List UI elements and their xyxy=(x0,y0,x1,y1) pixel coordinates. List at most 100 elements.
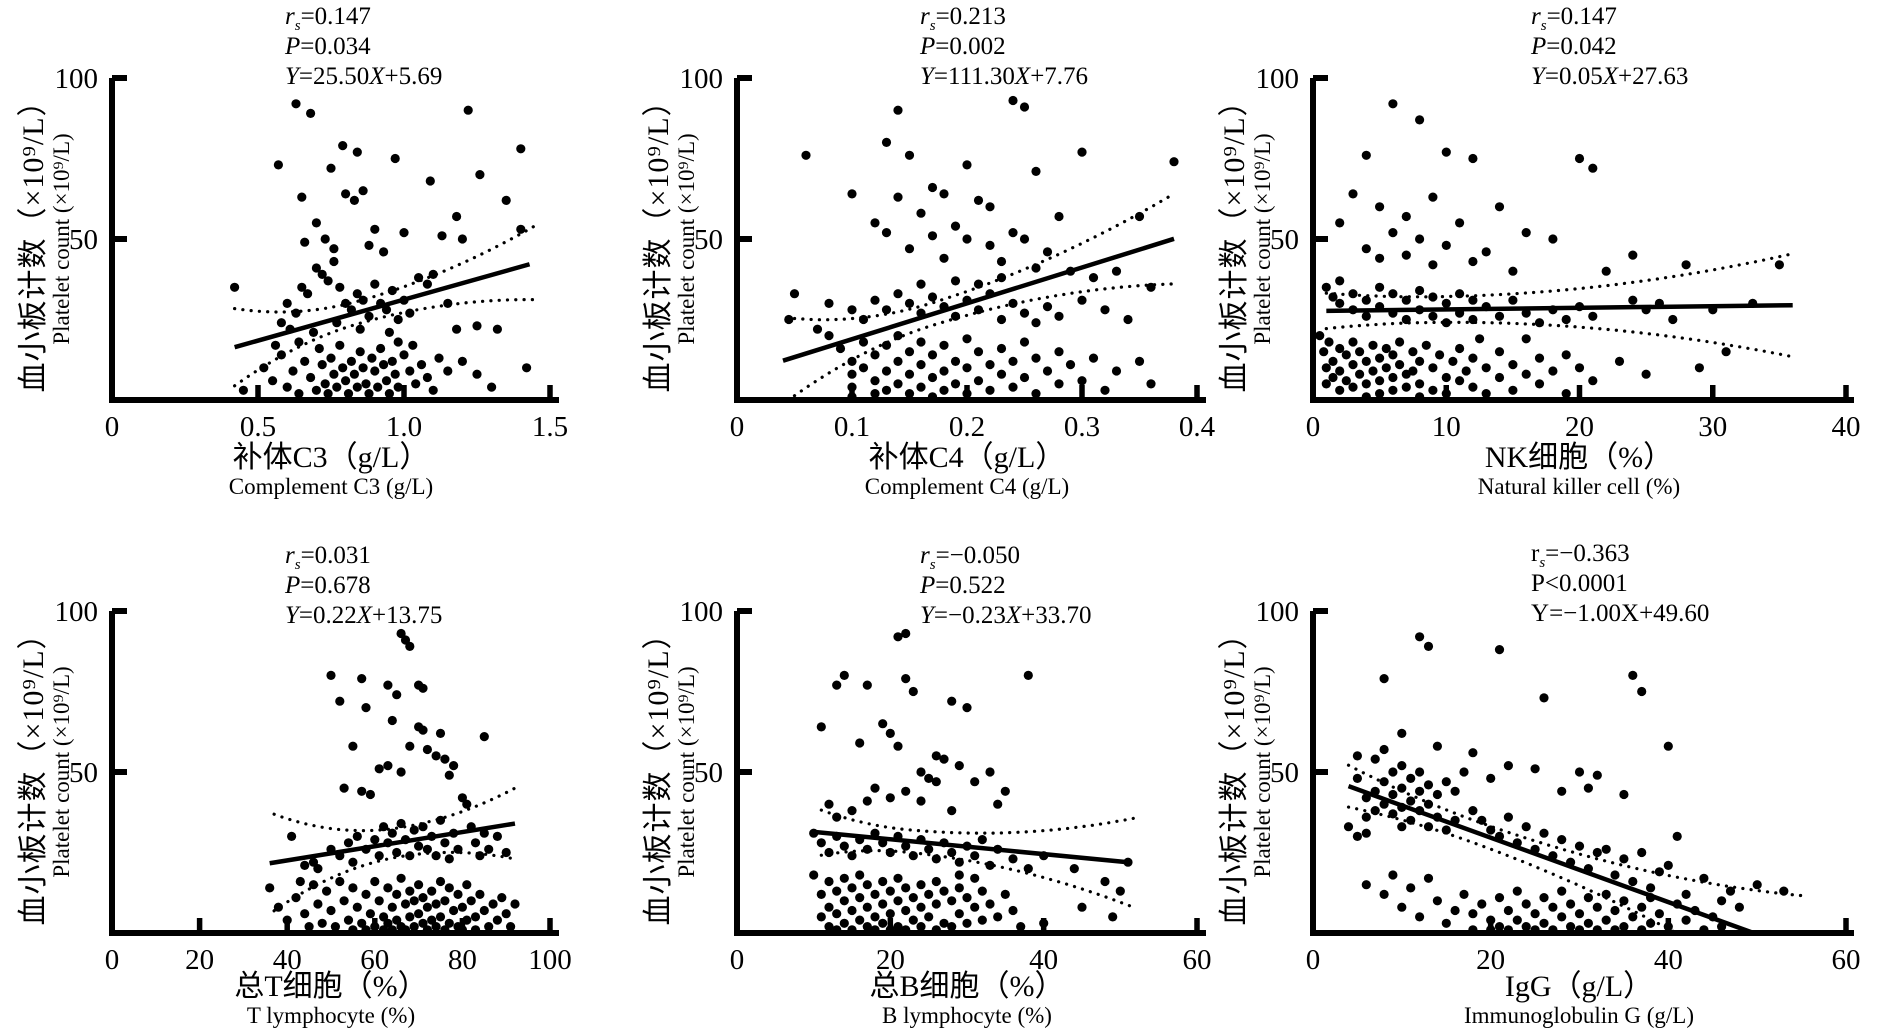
stats-annotation: rs=0.213 P=0.002 Y=111.30X+7.76 xyxy=(920,2,1088,92)
data-point xyxy=(916,835,926,845)
data-point xyxy=(291,893,301,903)
data-point xyxy=(916,902,926,912)
data-point xyxy=(475,889,485,899)
data-point xyxy=(1468,256,1478,267)
x-axis-label-en: B lymphocyte (%) xyxy=(882,1003,1052,1028)
data-point xyxy=(1441,777,1451,787)
data-point xyxy=(487,382,497,392)
rs-line: rs=0.213 xyxy=(920,3,1006,34)
data-point xyxy=(1534,318,1545,328)
data-point xyxy=(878,876,888,887)
data-point xyxy=(881,340,892,350)
data-point xyxy=(1468,748,1478,758)
data-point xyxy=(1583,893,1593,903)
data-point xyxy=(1672,831,1682,841)
data-point xyxy=(393,382,403,392)
data-point xyxy=(285,324,295,334)
data-point xyxy=(1475,334,1485,344)
data-point xyxy=(343,915,354,925)
data-point xyxy=(437,231,447,241)
data-point xyxy=(352,831,362,841)
data-point xyxy=(950,311,961,321)
data-point xyxy=(393,314,403,325)
data-point xyxy=(348,741,358,751)
data-point xyxy=(418,893,428,903)
data-point xyxy=(939,253,949,263)
data-point xyxy=(352,902,362,912)
data-point xyxy=(870,828,880,838)
data-point xyxy=(1566,857,1576,867)
data-point xyxy=(1341,376,1351,386)
data-point xyxy=(1637,847,1647,858)
data-point xyxy=(893,896,903,906)
data-point xyxy=(358,186,368,196)
data-point xyxy=(824,331,834,341)
data-point xyxy=(1574,302,1585,312)
data-point xyxy=(479,732,489,742)
data-point xyxy=(1459,889,1469,899)
data-point xyxy=(1561,314,1571,325)
data-point xyxy=(881,137,892,147)
data-point xyxy=(440,754,450,764)
data-point xyxy=(326,905,336,916)
data-point xyxy=(443,366,453,376)
x-tick-label: 30 xyxy=(1698,411,1727,443)
data-point xyxy=(338,363,348,373)
panel-t-lymphocyte: rs=0.031 P=0.678 Y=0.22X+13.75 血小板计数（×10… xyxy=(0,517,629,1034)
data-point xyxy=(453,844,463,854)
data-point xyxy=(855,893,865,903)
data-point xyxy=(317,360,327,370)
data-point xyxy=(908,915,918,925)
data-point xyxy=(1361,379,1371,389)
axes xyxy=(109,611,559,936)
data-point xyxy=(268,376,278,386)
data-point xyxy=(1123,857,1133,867)
data-point xyxy=(1512,886,1522,896)
data-point xyxy=(506,922,516,930)
x-tick-label: 60 xyxy=(1183,944,1212,976)
y-tick-label: 50 xyxy=(694,224,723,256)
data-point xyxy=(1039,851,1049,861)
data-point xyxy=(1343,822,1354,832)
data-point xyxy=(1328,356,1338,366)
x-axis-label-cn: IgG（g/L） xyxy=(1504,970,1654,1003)
x-tick-label: 0 xyxy=(1306,944,1321,976)
data-point xyxy=(1408,347,1418,357)
x-axis-label-cn: 补体C3（g/L） xyxy=(232,441,430,474)
data-point xyxy=(1521,369,1531,379)
data-point xyxy=(1375,202,1385,212)
plot-contents xyxy=(809,628,1138,930)
data-point xyxy=(472,321,482,331)
data-point xyxy=(323,389,333,397)
data-point xyxy=(904,369,915,379)
data-point xyxy=(501,195,511,205)
data-point xyxy=(335,876,345,887)
data-point xyxy=(916,337,926,347)
data-point xyxy=(1628,250,1638,260)
data-point xyxy=(870,925,880,930)
data-point xyxy=(1370,754,1380,764)
data-point xyxy=(1375,302,1385,312)
data-point xyxy=(1748,298,1758,308)
data-point xyxy=(1628,876,1638,887)
data-point xyxy=(381,376,392,386)
data-point xyxy=(1477,815,1487,825)
data-point xyxy=(954,761,964,771)
data-point xyxy=(1450,786,1460,796)
data-point xyxy=(1432,812,1442,822)
y-tick-label: 50 xyxy=(69,224,98,256)
data-point xyxy=(297,282,307,292)
data-point xyxy=(1375,253,1385,263)
data-point xyxy=(1521,822,1531,832)
y-tick-label: 100 xyxy=(55,596,99,628)
p-line: P=0.678 xyxy=(285,572,371,599)
data-point xyxy=(1530,764,1540,774)
scatter-plot-nk: 50 100 0 10 20 30 40 xyxy=(1256,63,1861,443)
data-point xyxy=(1654,909,1664,919)
data-point xyxy=(1321,379,1331,389)
data-point xyxy=(320,379,330,389)
data-point xyxy=(916,208,926,218)
data-point xyxy=(379,822,389,832)
data-point xyxy=(457,793,467,803)
data-point xyxy=(1539,893,1549,903)
